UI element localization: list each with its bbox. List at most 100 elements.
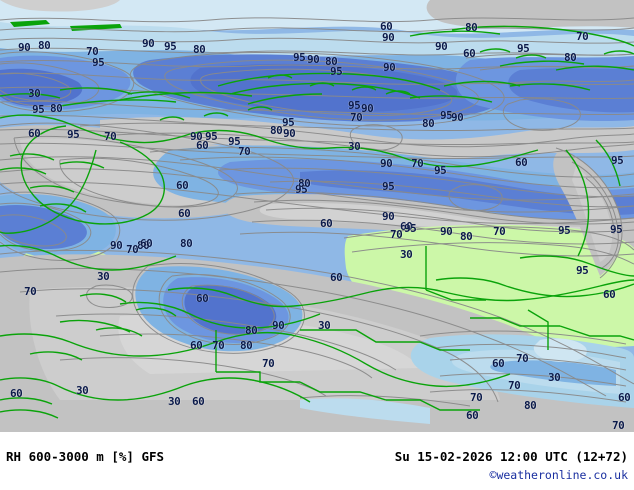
contour-label: 80 (240, 339, 253, 352)
contour-label: 60 (140, 237, 153, 250)
contour-label: 60 (178, 207, 191, 220)
contour-label: 70 (238, 145, 251, 158)
map-bottom-edge (0, 430, 634, 432)
contour-label: 95 (330, 65, 343, 78)
contour-label: 80 (564, 51, 577, 64)
contour-label: 70 (126, 243, 139, 256)
contour-label: 60 (463, 47, 476, 60)
contour-label: 70 (493, 225, 506, 238)
contour-label: 60 (190, 339, 203, 352)
contour-label: 90 (380, 157, 393, 170)
contour-label: 30 (348, 140, 361, 153)
contour-label: 80 (460, 230, 473, 243)
contour-label: 80 (465, 21, 478, 34)
contour-label: 80 (38, 39, 51, 52)
contour-label: 95 (205, 130, 218, 143)
contour-label: 70 (516, 352, 529, 365)
contour-label: 80 (245, 324, 258, 337)
contour-label: 80 (193, 43, 206, 56)
contour-label: 80 (137, 239, 150, 252)
contour-label: 95 (440, 109, 453, 122)
contour-label: 60 (320, 217, 333, 230)
contour-label: 95 (610, 223, 623, 236)
contour-label: 70 (390, 228, 403, 241)
contour-label: 30 (76, 384, 89, 397)
contour-label: 70 (612, 419, 625, 432)
contour-label: 60 (192, 395, 205, 408)
contour-label: 70 (212, 339, 225, 352)
contour-label: 80 (325, 55, 338, 68)
contour-label: 70 (350, 111, 363, 124)
contour-label: 95 (32, 103, 45, 116)
contour-label: 70 (262, 357, 275, 370)
contour-label: 30 (168, 395, 181, 408)
contour-label: 90 (382, 210, 395, 223)
contour-label: 60 (466, 409, 479, 422)
contour-label: 80 (422, 117, 435, 130)
contour-label: 90 (142, 37, 155, 50)
contour-label: 90 (18, 41, 31, 54)
contour-label: 90 (440, 225, 453, 238)
contour-label: 90 (451, 111, 464, 124)
footer-credit-link[interactable]: ©weatheronline.co.uk (489, 468, 628, 482)
contour-label: 95 (295, 183, 308, 196)
contour-label: 60 (196, 139, 209, 152)
contour-lines (0, 17, 634, 407)
contour-label: 95 (517, 42, 530, 55)
coastlines-and-borders (0, 25, 634, 419)
contour-label: 90 (361, 102, 374, 115)
contour-label: 80 (298, 177, 311, 190)
contour-label: 60 (176, 179, 189, 192)
contour-label: 90 (382, 31, 395, 44)
contour-label: 30 (318, 319, 331, 332)
contour-label: 95 (228, 135, 241, 148)
contour-label: 80 (270, 124, 283, 137)
contour-label: 60 (603, 288, 616, 301)
contour-label: 60 (618, 391, 631, 404)
contour-label: 95 (348, 99, 361, 112)
contour-label: 70 (470, 391, 483, 404)
contour-label: 70 (104, 130, 117, 143)
weather-map-canvas[interactable]: 90 80 70 95 90 95 80 95 90 80 95 90 60 90 90 60 80 95 70 80… (0, 0, 634, 432)
contour-label: 95 (611, 154, 624, 167)
contour-label: 70 (24, 285, 37, 298)
contour-label: 30 (97, 270, 110, 283)
contour-label: 80 (50, 102, 63, 115)
contour-label: 90 (110, 239, 123, 252)
contour-label: 90 (307, 53, 320, 66)
contour-label: 70 (86, 45, 99, 58)
contour-label: 30 (400, 248, 413, 261)
contour-label: 60 (10, 387, 23, 400)
contour-label: 95 (164, 40, 177, 53)
contour-label: 60 (380, 20, 393, 33)
contour-label: 80 (524, 399, 537, 412)
contour-label: 60 (400, 220, 413, 233)
contour-label: 95 (434, 164, 447, 177)
contour-label: 60 (196, 292, 209, 305)
contour-label: 80 (180, 237, 193, 250)
footer-bar: RH 600-3000 m [%] GFS Su 15-02-2026 12:0… (0, 432, 634, 490)
contour-label: 90 (383, 61, 396, 74)
contour-label: 90 (272, 319, 285, 332)
contour-label: 70 (411, 157, 424, 170)
footer-run-datetime: Su 15-02-2026 12:00 UTC (12+72) (394, 449, 628, 464)
contour-label: 95 (576, 264, 589, 277)
contour-label: 95 (558, 224, 571, 237)
map-graphics (0, 0, 634, 432)
contour-label: 90 (283, 127, 296, 140)
contour-label: 95 (282, 116, 295, 129)
contour-label: 60 (515, 156, 528, 169)
contour-label: 60 (330, 271, 343, 284)
contour-label: 95 (67, 128, 80, 141)
contour-label: 60 (492, 357, 505, 370)
footer-parameter-title: RH 600-3000 m [%] GFS (6, 449, 165, 464)
contour-label: 90 (190, 130, 203, 143)
contour-label: 90 (435, 40, 448, 53)
contour-label: 95 (404, 222, 417, 235)
contour-label: 95 (92, 56, 105, 69)
contour-label: 95 (293, 51, 306, 64)
contour-label: 95 (382, 180, 395, 193)
contour-label: 70 (576, 30, 589, 43)
contour-label: 60 (28, 127, 41, 140)
